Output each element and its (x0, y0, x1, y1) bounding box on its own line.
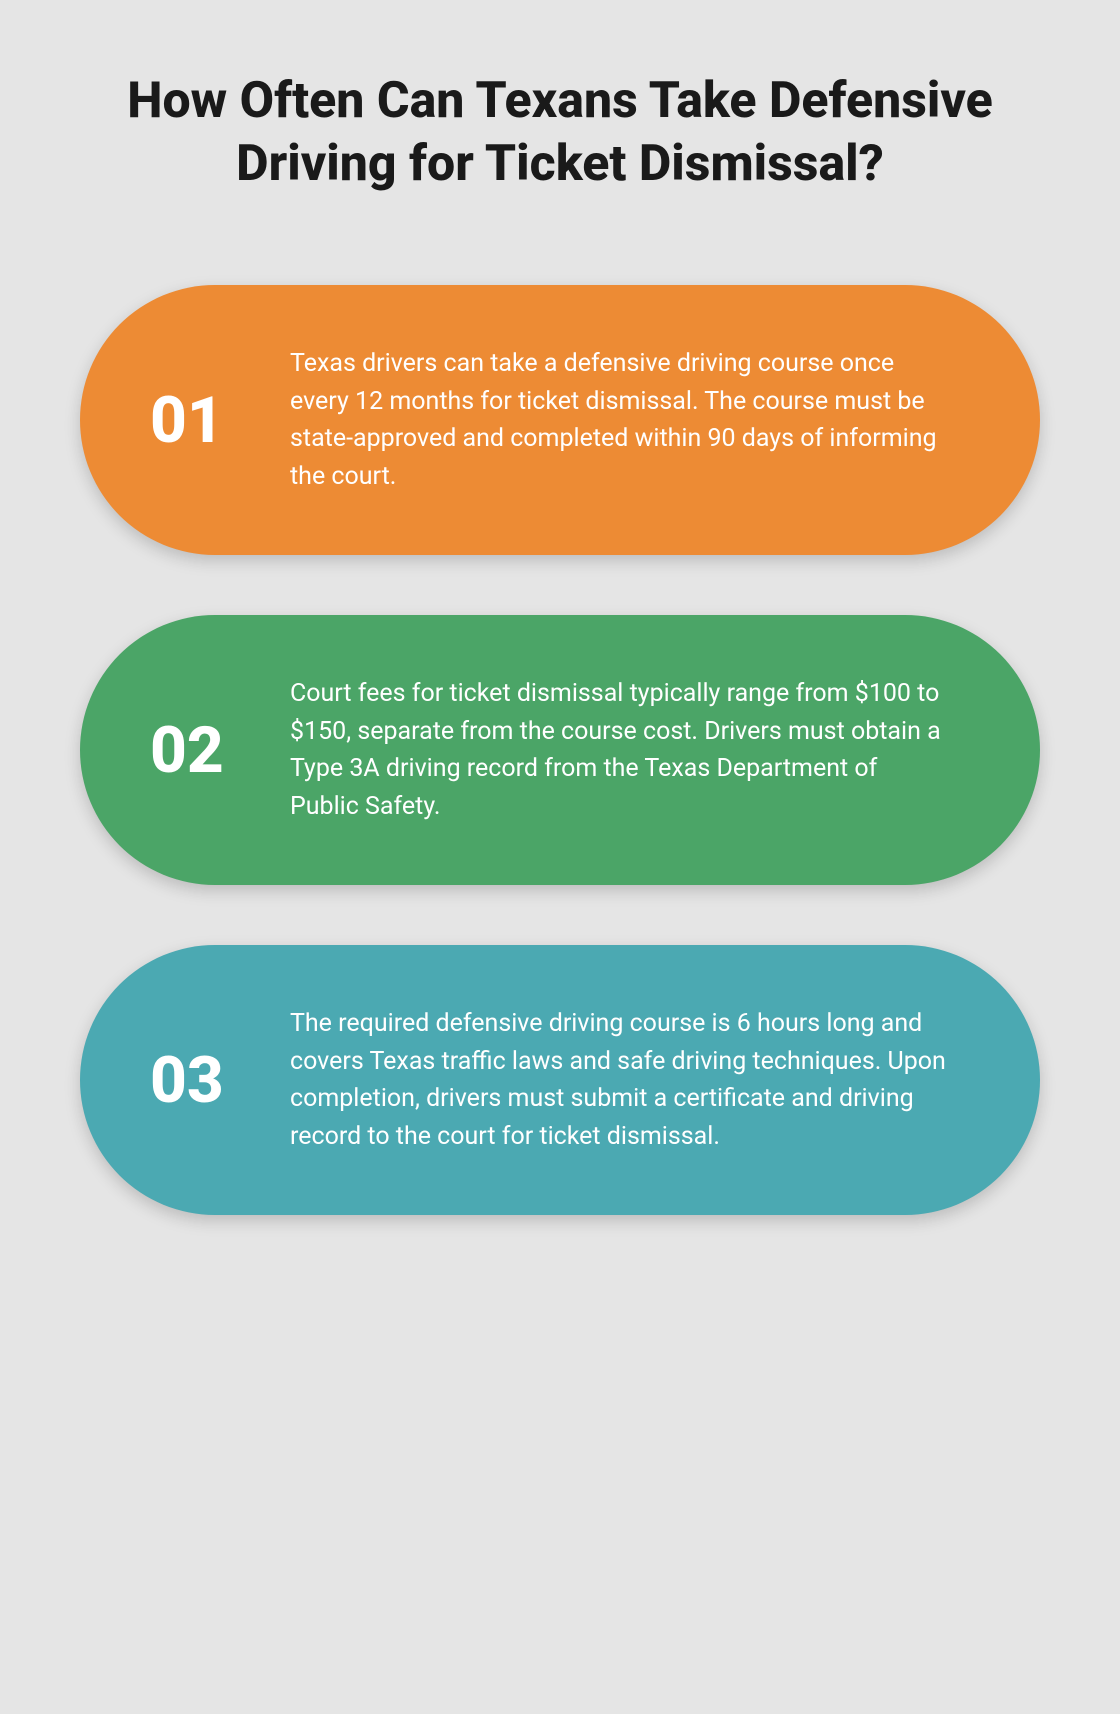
card-text: Texas drivers can take a defensive drivi… (290, 345, 950, 495)
infographic-card: 02 Court fees for ticket dismissal typic… (80, 615, 1040, 885)
card-text: Court fees for ticket dismissal typicall… (290, 675, 950, 825)
card-number: 03 (150, 1043, 245, 1118)
infographic-card-list: 01 Texas drivers can take a defensive dr… (80, 285, 1040, 1215)
infographic-card: 01 Texas drivers can take a defensive dr… (80, 285, 1040, 555)
page-title: How Often Can Texans Take Defensive Driv… (80, 70, 1040, 195)
card-text: The required defensive driving course is… (290, 1005, 950, 1155)
card-number: 01 (150, 383, 245, 458)
infographic-card: 03 The required defensive driving course… (80, 945, 1040, 1215)
card-number: 02 (150, 713, 245, 788)
